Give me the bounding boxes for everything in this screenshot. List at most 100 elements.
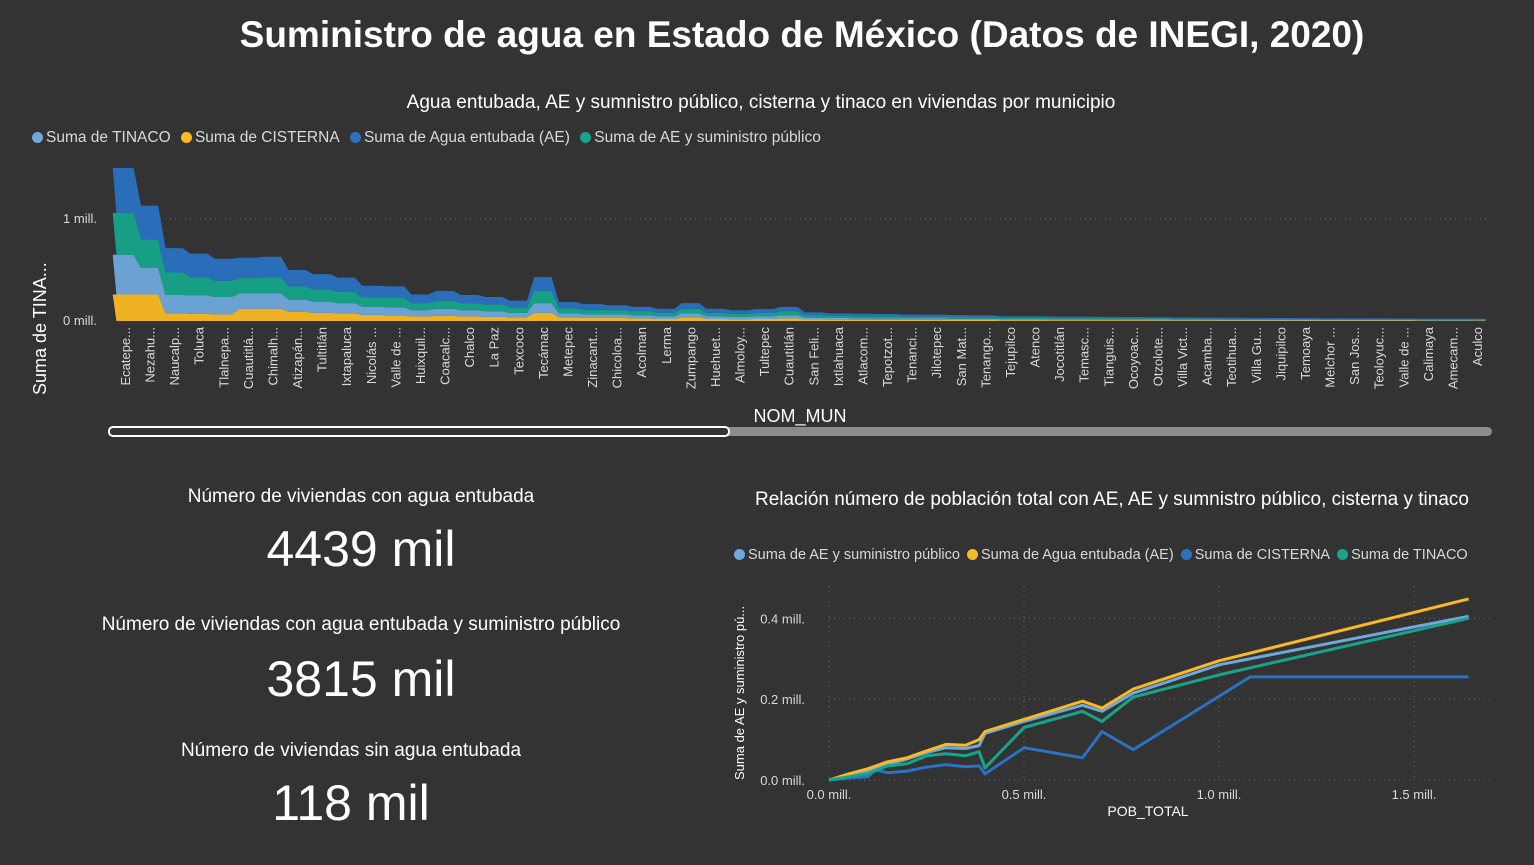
x-tick-label: Acamba... [1200,327,1215,386]
x-tick-label: Tultitlán [315,327,330,372]
line-chart-title: Relación número de población total con A… [755,489,1469,510]
y-tick-label: 0.2 mill. [760,692,805,707]
x-tick-label: Teotihua... [1224,327,1239,387]
x-tick-label: Ocoyoac... [1126,327,1141,389]
x-tick-label: Jiquipilco [1273,327,1288,380]
legend-item-tinaco[interactable]: Suma de TINACO [1337,547,1468,563]
x-tick-label: Zinacant... [585,327,600,388]
legend-item-ae[interactable]: Suma de Agua entubada (AE) [349,129,570,147]
x-tick-label: Valle de ... [388,327,403,387]
legend-label: Suma de AE y suministro público [594,129,821,146]
x-tick-label: Jilotepec [929,327,944,379]
legend-dot-cisterna [1180,549,1192,560]
x-tick-label: Chalco [462,327,477,367]
x-tick-label: Almoloy... [733,327,748,383]
x-tick-label: Ixtapaluca [339,326,354,386]
x-tick-label: Texcoco [511,327,526,375]
y-tick-label: 0.4 mill. [760,611,805,626]
x-tick-label: Cuautitlán [782,327,797,386]
x-tick-label: Huixquil... [413,327,428,384]
x-tick-label: Huehuet... [708,327,723,387]
x-tick-label: Atizapán... [290,327,305,388]
x-tick-label: Nezahu... [143,327,158,383]
x-tick-label: Ixtlahuaca [831,326,846,386]
line-chart-x-axis-label: POB_TOTAL [1107,803,1188,819]
legend-item-ae-sp[interactable]: Suma de AE y suministro público [580,129,821,147]
area-chart[interactable]: 0 mill. 1 mill. Ecatepe... Nezahu... Naucal… [0,150,1534,450]
x-tick-label: Calimaya [1421,326,1436,381]
y-tick-label: 0.0 mill. [760,773,805,788]
x-tick-label: Ecatepe... [118,327,133,386]
x-tick-label: 1.5 mill. [1392,787,1437,802]
x-tick-label: Nicolás ... [364,327,379,384]
legend-dot-tinaco [1337,549,1349,560]
area-chart-legend: Suma de TINACO Suma de CISTERNA Suma de … [32,129,827,147]
legend-item-tinaco[interactable]: Suma de TINACO [32,129,171,147]
x-tick-label: Tenanci... [905,327,920,383]
line-chart-y-axis-label: Suma de AE y suministro pú... [732,606,747,780]
legend-label: Suma de Agua entubada (AE) [981,547,1174,563]
x-tick-label: Atlacom... [855,327,870,385]
x-tick-label: Atenco [1028,327,1043,367]
x-tick-label: Cuautitlá... [241,327,256,389]
kpi-value-sin-agua: 118 mil [272,775,430,831]
x-tick-label: San Jos... [1347,327,1362,385]
legend-dot-ae-sp [580,132,592,143]
area-chart-x-axis-label: NOM_MUN [754,406,847,427]
x-tick-label: Metepec [560,327,575,377]
legend-label: Suma de TINACO [46,129,171,146]
kpi-value-agua-entubada: 4439 mil [266,521,456,577]
line-series-suma-de-ae-y-suministro-p-blico[interactable] [828,614,1469,782]
legend-label: Suma de CISTERNA [1194,547,1331,563]
x-tick-label: 0.5 mill. [1002,787,1047,802]
x-tick-label: Villa Vict... [1175,327,1190,387]
legend-label: Suma de AE y suministro público [748,547,960,563]
kpi-label-agua-entubada: Número de viviendas con agua entubada [187,486,535,507]
line-series-suma-de-agua-entubada-ae-[interactable] [828,597,1469,782]
x-tick-label: Chicoloa... [610,327,625,388]
x-tick-label: Tlalnepa... [216,327,231,388]
x-tick-label: Amecam... [1445,327,1460,389]
x-tick-label: Jocotitlán [1052,327,1067,382]
legend-dot-ae [349,132,361,143]
legend-item-cisterna[interactable]: Suma de CISTERNA [1180,547,1331,563]
legend-item-ae[interactable]: Suma de Agua entubada (AE) [967,547,1174,563]
x-tick-label: Otzolote... [1150,327,1165,386]
x-tick-label: Tecámac [536,327,551,380]
x-tick-label: Tultepec [757,327,772,377]
legend-dot-tinaco [32,132,43,143]
line-series-suma-de-tinaco[interactable] [828,616,1469,782]
legend-item-cisterna[interactable]: Suma de CISTERNA [180,129,340,147]
x-scrollbar-track[interactable] [108,426,1492,437]
x-tick-label: Acolman [634,327,649,378]
kpi-label-sin-agua: Número de viviendas sin agua entubada [180,740,522,761]
x-tick-label: Teoloyuc... [1372,327,1387,389]
x-tick-label: Tenango... [978,327,993,388]
line-chart-legend: Suma de AE y suministro público Suma de … [734,547,1468,563]
legend-label: Suma de TINACO [1351,547,1468,563]
x-tick-label: Tejupilco [1003,327,1018,378]
page-title: Suministro de agua en Estado de México (… [239,14,1365,55]
x-tick-label: Lerma [659,326,674,364]
x-tick-label: Naucalp... [167,327,182,386]
legend-dot-cisterna [180,132,192,143]
x-tick-label: La Paz [487,327,502,367]
area-chart-title: Agua entubada, AE y sumnistro público, c… [406,92,1116,113]
x-tick-label: Tepotzot... [880,327,895,387]
x-tick-label: Chimalh... [265,327,280,386]
kpi-label-ae-suministro: Número de viviendas con agua entubada y … [101,614,621,635]
x-tick-label: San Mat... [954,327,969,386]
x-scrollbar-thumb[interactable] [108,426,730,437]
x-tick-label: Tianguis... [1101,327,1116,387]
x-tick-label: Villa Gu... [1249,327,1264,383]
x-tick-label: Toluca [192,326,207,364]
legend-item-ae-sp[interactable]: Suma de AE y suministro público [734,547,960,563]
line-chart[interactable]: 0.0 mill. 0.2 mill. 0.4 mill. 0.0 mill. 0.5… [720,570,1520,830]
x-tick-label: Temasc... [1077,327,1092,383]
area-chart-y-axis-label: Suma de TINA... [30,262,50,395]
x-tick-label: Temoaya [1298,326,1313,380]
x-tick-label: San Feli... [806,327,821,386]
kpi-value-ae-suministro: 3815 mil [266,651,456,707]
area-series-suma-de-cisterna[interactable] [112,294,1486,321]
x-tick-label: Melchor ... [1323,327,1338,388]
